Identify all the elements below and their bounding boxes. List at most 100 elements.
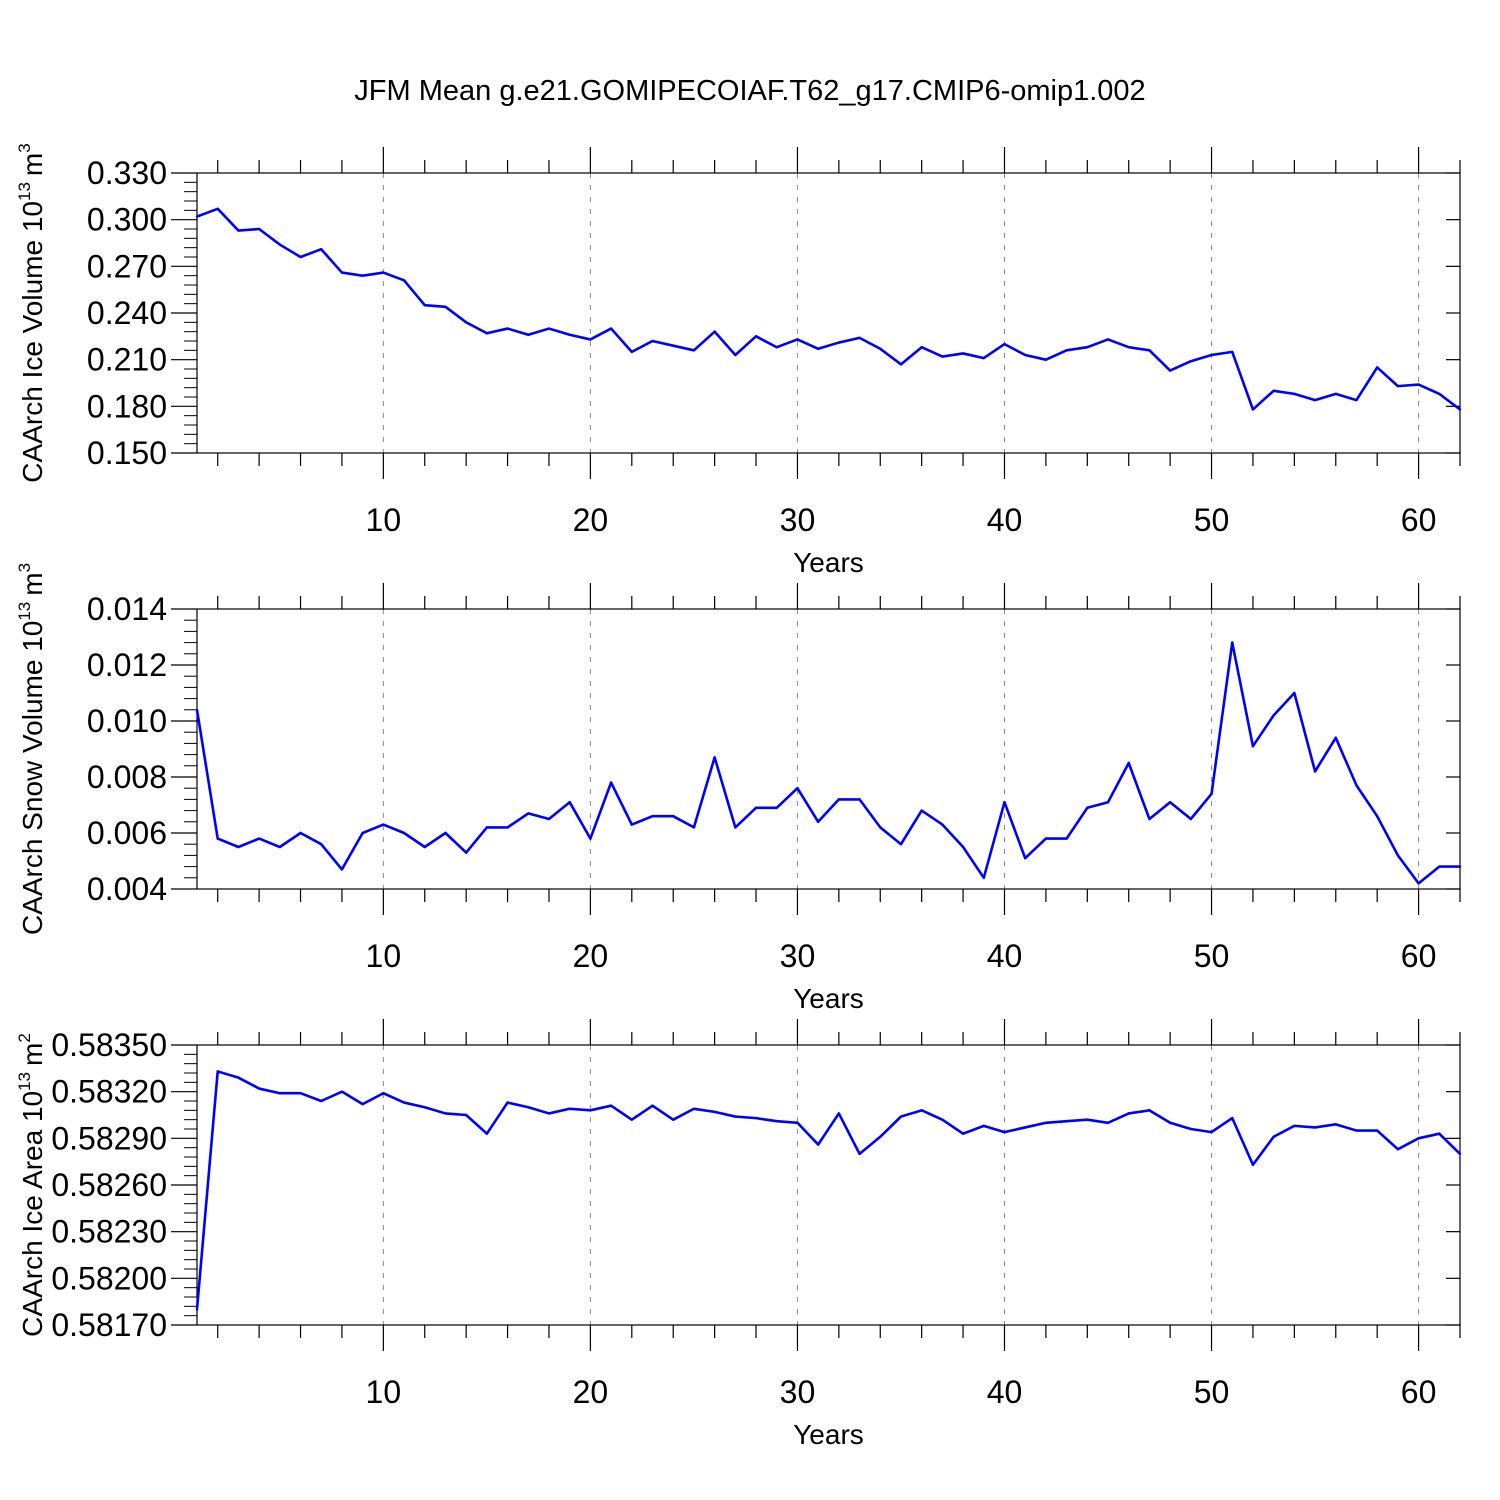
chart3.data-point-10: [382, 1092, 385, 1095]
chart1.ytick-label-6: 0.330: [87, 155, 167, 191]
chart2.data-point-17: [527, 812, 530, 815]
chart2.data-point-26: [713, 756, 716, 759]
chart1.data-point-61: [1438, 392, 1441, 396]
chart2.data-point-30: [796, 787, 799, 790]
chart3.data-point-6: [299, 1092, 302, 1095]
chart3.xtick-label-20: 20: [573, 1374, 609, 1410]
chart3.data-point-36: [920, 1109, 923, 1112]
chart2.data-point-55: [1313, 770, 1317, 773]
chart2.data-point-13: [444, 831, 447, 835]
chart2.data-point-49: [1189, 817, 1193, 821]
chart1.data-point-19: [568, 333, 571, 336]
chart3.data-point-60: [1417, 1137, 1420, 1140]
chart3.data-point-45: [1106, 1121, 1110, 1124]
chart2.data-point-56: [1334, 736, 1337, 739]
chart2.data-point-3: [237, 845, 240, 849]
chart3.series-line: [195, 1070, 1461, 1310]
chart2.data-point-43: [1065, 837, 1068, 840]
chart3.data-point-8: [340, 1090, 344, 1093]
chart1.data-point-29: [775, 346, 778, 349]
chart3.y-axis-label-exp: 13: [15, 1072, 34, 1091]
chart1.data-point-32: [837, 341, 841, 344]
chart3.ytick-label-2: 0.58230: [51, 1214, 167, 1250]
chart1.data-point-5: [278, 243, 282, 246]
chart3.data-point-28: [754, 1116, 758, 1120]
chart3.plot-frame: [196, 1044, 1461, 1326]
chart2.data-point-10: [382, 823, 385, 826]
chart3.xtick-label-10: 10: [366, 1374, 402, 1410]
chart2.ytick-label-3: 0.010: [87, 703, 167, 739]
chart2.data-point-31: [816, 820, 820, 823]
chart2.data-point-6: [299, 831, 302, 835]
chart1.data-point-48: [1168, 369, 1172, 372]
chart1.data-point-27: [734, 353, 737, 357]
chart2.ytick-label-1: 0.006: [87, 815, 167, 851]
chart2.y-axis-label-unit: m: [17, 572, 48, 595]
chart1.data-point-4: [257, 227, 261, 231]
chart2.data-point-47: [1148, 817, 1151, 821]
chart2.data-point-29: [775, 806, 778, 809]
chart1.data-point-52: [1251, 408, 1255, 411]
chart3.data-point-57: [1355, 1129, 1358, 1132]
chart2.data-point-39: [982, 876, 985, 879]
chart2.data-point-14: [464, 851, 468, 854]
chart2.data-point-35: [899, 843, 903, 846]
chart3.data-point-38: [961, 1132, 965, 1135]
chart1.y-axis-label-text: CAArch Ice Volume 10: [17, 201, 48, 483]
chart1.data-point-12: [423, 304, 426, 307]
chart2.data-point-40: [1003, 801, 1006, 804]
chart2.data-point-32: [837, 798, 841, 801]
chart3.data-point-44: [1086, 1118, 1089, 1121]
chart3.data-point-42: [1044, 1121, 1048, 1124]
chart2.data-point-18: [547, 817, 551, 821]
chart2.plot-frame: [196, 608, 1461, 890]
chart3.data-point-23: [651, 1104, 654, 1107]
chart1.xtick-label-30: 30: [780, 502, 816, 538]
chart1.data-point-14: [464, 321, 468, 324]
chart3.data-point-26: [713, 1110, 716, 1114]
chart1.data-point-50: [1210, 353, 1213, 357]
chart3.data-point-40: [1003, 1130, 1006, 1134]
chart1.data-point-8: [340, 271, 344, 274]
chart1.data-point-9: [361, 274, 364, 277]
chart1.data-point-60: [1417, 383, 1420, 386]
chart1.xtick-label-10: 10: [366, 502, 402, 538]
chart1.series-line: [196, 207, 1461, 411]
chart1.data-point-30: [796, 338, 799, 341]
chart1.data-point-40: [1003, 342, 1006, 346]
chart3.xtick-label-50: 50: [1194, 1374, 1230, 1410]
chart2.xtick-label-60: 60: [1401, 938, 1437, 974]
chart1.data-point-15: [485, 332, 489, 335]
chart3.data-point-32: [837, 1112, 841, 1115]
chart2.data-point-42: [1044, 837, 1048, 840]
chart1.data-point-13: [444, 305, 447, 308]
chart3.data-point-47: [1148, 1109, 1151, 1112]
chart3.xtick-label-60: 60: [1401, 1374, 1437, 1410]
chart2.ytick-label-2: 0.008: [87, 759, 167, 795]
chart1.data-point-7: [320, 248, 323, 251]
chart1.data-point-10: [382, 271, 385, 274]
chart3.data-point-51: [1231, 1116, 1234, 1120]
chart2.data-point-53: [1272, 714, 1275, 717]
chart1.ytick-label-4: 0.270: [87, 248, 167, 284]
chart1.data-point-51: [1231, 350, 1234, 354]
chart3.data-point-35: [899, 1115, 903, 1118]
chart2.data-point-7: [320, 843, 323, 846]
chart2.data-point-28: [754, 806, 758, 809]
chart3.data-point-1: [195, 1308, 199, 1311]
chart2.data-point-27: [734, 826, 737, 829]
chart1.data-point-47: [1148, 349, 1151, 352]
chart2.data-point-48: [1168, 801, 1172, 804]
chart1.data-point-36: [920, 346, 923, 349]
chart2.series-line: [195, 641, 1460, 885]
chart1.xtick-label-40: 40: [987, 502, 1023, 538]
chart3.ytick-label-5: 0.58320: [51, 1074, 167, 1110]
chart1.data-point-26: [713, 330, 716, 333]
chart3.data-point-34: [879, 1135, 882, 1138]
chart3.y-axis-label-text: CAArch Ice Area 10: [17, 1091, 48, 1337]
chart3.data-point-19: [568, 1107, 571, 1110]
chart2.y-axis-label-text: CAArch Snow Volume 10: [17, 621, 48, 935]
chart1.data-point-44: [1086, 346, 1089, 349]
chart2.data-point-1: [195, 708, 199, 711]
chart1.data-point-11: [402, 279, 406, 282]
